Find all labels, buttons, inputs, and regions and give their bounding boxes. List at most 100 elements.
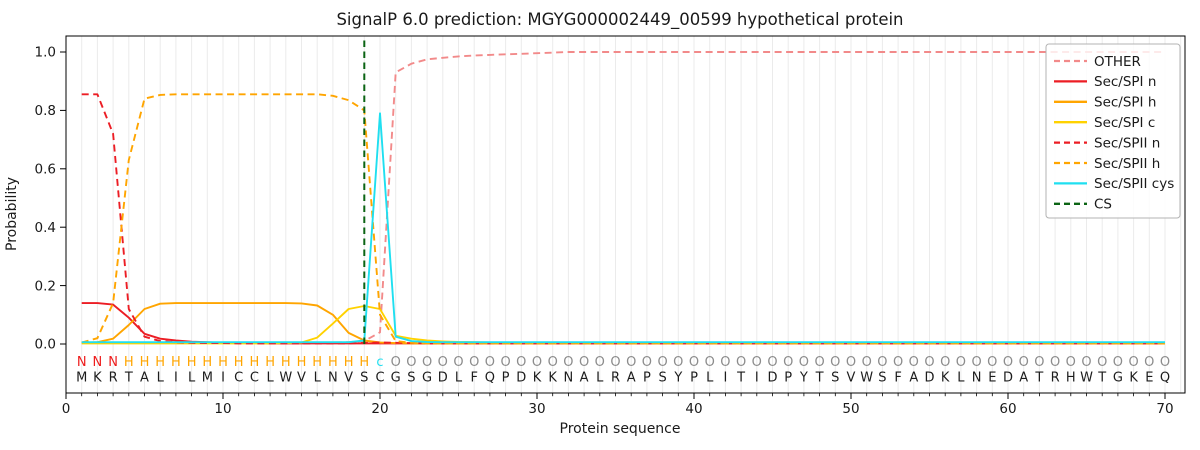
legend-item-label: Sec/SPI c — [1094, 115, 1155, 131]
residue-letter: I — [723, 371, 727, 386]
annotation-letter: H — [344, 355, 354, 370]
residue-letter: C — [234, 371, 243, 386]
curve-sec-spii-cys — [81, 112, 1165, 344]
annotation-letter: O — [657, 355, 667, 370]
residue-letter: L — [706, 371, 714, 386]
legend-item-label: OTHER — [1094, 54, 1141, 70]
y-tick-label: 0.0 — [35, 337, 56, 353]
y-axis-label: Probability — [4, 177, 20, 251]
residue-letter: N — [564, 371, 574, 386]
chart-title: SignalP 6.0 prediction: MGYG000002449_00… — [336, 10, 903, 30]
residue-letter: A — [1019, 371, 1028, 386]
residue-letter: S — [658, 371, 666, 386]
annotation-letter: O — [767, 355, 777, 370]
curve-other — [81, 51, 1165, 344]
axes-spines — [65, 35, 1186, 394]
legend-item-label: Sec/SPII n — [1094, 135, 1160, 151]
annotation-letter: O — [1160, 355, 1170, 370]
residue-letter: L — [455, 371, 463, 386]
residue-letter: R — [109, 371, 118, 386]
residue-letter: A — [580, 371, 589, 386]
residue-letter: W — [860, 371, 873, 386]
annotation-letter: O — [1113, 355, 1123, 370]
residue-letter: Y — [799, 371, 808, 386]
annotation-letter: O — [516, 355, 526, 370]
annotation-letter: O — [814, 355, 824, 370]
residue-letter: P — [784, 371, 792, 386]
annotation-letter: O — [893, 355, 903, 370]
residue-letter: T — [1097, 371, 1106, 386]
axis-ticks: 0 10 20 30 40 50 60 70 0.0 0.2 0.4 0.6 0.8 1.0 — [35, 45, 1174, 417]
annotation-letter: H — [297, 355, 307, 370]
residue-letter: D — [1003, 371, 1013, 386]
x-tick-label: 40 — [685, 401, 702, 417]
annotation-letter: H — [187, 355, 197, 370]
residue-letter: R — [611, 371, 620, 386]
residue-letter: M — [76, 371, 87, 386]
residue-letter: T — [815, 371, 824, 386]
annotation-letter: H — [234, 355, 244, 370]
residue-letter: M — [202, 371, 213, 386]
residue-letter: E — [1145, 371, 1153, 386]
residue-letter: K — [1129, 371, 1138, 386]
residue-letter: G — [1113, 371, 1123, 386]
residue-letter: I — [174, 371, 178, 386]
axes-frame — [65, 35, 1186, 394]
x-tick-label: 50 — [842, 401, 859, 417]
annotation-letter: O — [720, 355, 730, 370]
annotation-letter: O — [1066, 355, 1076, 370]
annotation-letter: O — [830, 355, 840, 370]
residue-letter: V — [344, 371, 353, 386]
residue-letter: S — [360, 371, 368, 386]
x-tick-label: 10 — [214, 401, 231, 417]
residue-letter: L — [188, 371, 196, 386]
annotation-letter: O — [406, 355, 416, 370]
residue-letter: G — [391, 371, 401, 386]
annotation-letter: H — [202, 355, 212, 370]
annotation-letter: O — [500, 355, 510, 370]
annotation-letter: O — [548, 355, 558, 370]
residue-letter: L — [157, 371, 165, 386]
residue-letter: A — [140, 371, 149, 386]
annotation-letter: O — [1097, 355, 1107, 370]
residue-letter: E — [988, 371, 996, 386]
curve-sec-spi-c — [81, 305, 1165, 345]
legend-item-label: Sec/SPI h — [1094, 95, 1156, 111]
residue-letter: V — [297, 371, 306, 386]
legend-item-label: Sec/SPI n — [1094, 74, 1156, 90]
annotation-letter: O — [391, 355, 401, 370]
residue-letter: D — [924, 371, 934, 386]
annotation-letter: O — [579, 355, 589, 370]
x-tick-label: 30 — [528, 401, 545, 417]
annotation-letter: O — [924, 355, 934, 370]
residue-letter: I — [221, 371, 225, 386]
curve-sec-spii-n — [81, 93, 1165, 345]
residue-letter: R — [1051, 371, 1060, 386]
residue-letter: Q — [1160, 371, 1170, 386]
residue-letter: V — [847, 371, 856, 386]
residue-letter: L — [314, 371, 322, 386]
x-tick-label: 20 — [371, 401, 388, 417]
annotation-letter: O — [752, 355, 762, 370]
annotation-letter: O — [563, 355, 573, 370]
annotation-letter: c — [376, 355, 383, 370]
annotation-letter: N — [108, 355, 118, 370]
annotation-letter: O — [532, 355, 542, 370]
annotation-letter: O — [1034, 355, 1044, 370]
annotation-letter: H — [265, 355, 275, 370]
residue-letter: Y — [673, 371, 682, 386]
sequence-letters: NMNKNRHTHAHLHIHLHMHIHCHCHLHWHVHLHNHVHScC… — [76, 355, 1170, 386]
residue-letter: S — [831, 371, 839, 386]
residue-letter: N — [972, 371, 982, 386]
curve-sec-spi-n — [81, 302, 1165, 345]
residue-letter: T — [736, 371, 745, 386]
legend-item-label: Sec/SPII cys — [1094, 176, 1174, 192]
annotation-letter: O — [469, 355, 479, 370]
annotation-letter: O — [987, 355, 997, 370]
annotation-letter: O — [1144, 355, 1154, 370]
residue-letter: N — [328, 371, 338, 386]
residue-letter: L — [957, 371, 965, 386]
residue-letter: F — [470, 371, 477, 386]
annotation-letter: O — [1050, 355, 1060, 370]
